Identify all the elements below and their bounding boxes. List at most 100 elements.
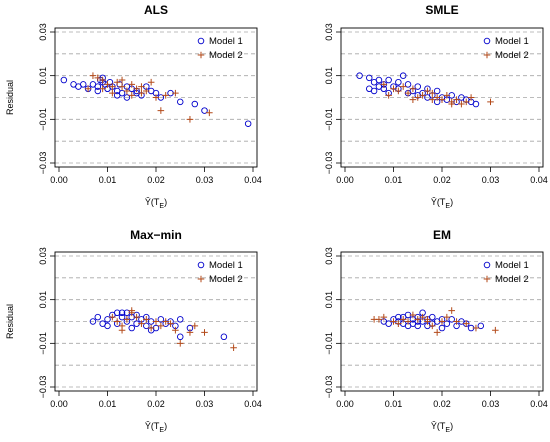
legend-plus-icon <box>483 51 491 59</box>
y-tick-label: −0.01 <box>38 332 48 355</box>
model-2-point <box>443 313 451 321</box>
x-tick-label: 0.02 <box>147 175 165 185</box>
model-1-point <box>60 76 68 84</box>
model-2-point <box>113 318 121 325</box>
model-1-point <box>370 87 378 95</box>
x-axis-label: Ŷ(TE) <box>145 197 167 210</box>
y-tick-label: 0.03 <box>38 247 48 265</box>
model-2-point <box>138 89 145 97</box>
model-2-point <box>472 324 480 332</box>
model-1-point <box>438 324 446 332</box>
model-2-point <box>395 320 402 327</box>
model-2-point <box>453 96 460 103</box>
model-2-point <box>104 81 111 88</box>
legend-plus-icon <box>483 275 491 283</box>
y-axis-label: Residual <box>5 80 15 115</box>
model-2-point <box>99 76 106 84</box>
model-2-point <box>414 94 422 101</box>
model-2-point <box>147 78 155 86</box>
y-tick-label: −0.01 <box>324 108 334 131</box>
model-2-point <box>138 83 145 90</box>
model-2-point <box>433 329 441 336</box>
x-tick-label: 0.03 <box>482 399 500 409</box>
legend-label: Model 2 <box>495 274 529 285</box>
model-2-point <box>230 344 237 351</box>
model-2-point <box>118 326 126 334</box>
panel-1: SMLE 0.00 0.01 0.02 0.03 0.04 −0.03 −0.01 0.01 0.… <box>324 3 548 210</box>
model-2-point <box>167 320 174 327</box>
model-2-point <box>390 85 397 93</box>
model-2-point <box>143 316 150 323</box>
x-tick-label: 0.04 <box>244 175 262 185</box>
model-1-point <box>113 309 121 317</box>
model-1-point <box>201 107 208 114</box>
x-tick-label: 0.03 <box>196 399 214 409</box>
model-1-point <box>366 74 373 82</box>
model-2-point <box>448 307 455 314</box>
model-2-point <box>448 100 455 108</box>
model-1-point <box>404 81 412 88</box>
model-1-point <box>104 316 111 323</box>
x-tick-label: 0.02 <box>433 175 451 185</box>
model-2-point <box>409 85 417 93</box>
model-1-point <box>176 98 184 106</box>
model-2-point <box>123 87 131 95</box>
legend-label: Model 2 <box>495 50 529 61</box>
model-2-point <box>385 92 392 99</box>
model-1-point <box>443 320 451 327</box>
model-2-point <box>419 92 426 99</box>
model-2-point <box>399 83 407 90</box>
model-2-point <box>152 318 160 325</box>
model-1-point <box>128 324 135 332</box>
model-2-point <box>433 94 441 101</box>
model-2-point <box>399 316 407 323</box>
model-1-point <box>94 87 102 95</box>
model-2-point <box>424 87 431 95</box>
model-2-point <box>99 85 106 93</box>
model-1-point <box>176 333 184 341</box>
model-2-point <box>492 326 499 334</box>
model-2-point <box>487 98 494 106</box>
x-axis-label: Ŷ(TE) <box>431 421 453 434</box>
x-tick-label: 0.00 <box>50 175 68 185</box>
y-tick-label: −0.01 <box>324 332 334 355</box>
legend-plus-icon <box>197 275 205 283</box>
model-2-point <box>462 98 470 106</box>
y-axis-label: Residual <box>5 304 15 339</box>
model-2-point <box>152 94 160 101</box>
y-tick-label: −0.03 <box>38 376 48 399</box>
model-1-point <box>395 78 402 86</box>
model-2-point <box>380 313 388 321</box>
model-2-point <box>133 313 140 321</box>
model-1-point <box>143 322 150 330</box>
x-tick-label: 0.04 <box>244 399 262 409</box>
model-2-point <box>123 316 131 323</box>
model-1-point <box>191 100 199 108</box>
x-tick-label: 0.04 <box>530 399 548 409</box>
x-tick-label: 0.04 <box>530 175 548 185</box>
model-2-point <box>89 72 97 79</box>
model-1-point <box>414 83 422 90</box>
x-tick-label: 0.01 <box>385 175 403 185</box>
model-2-point <box>424 316 431 323</box>
model-2-point <box>147 324 155 332</box>
model-2-point <box>429 96 436 103</box>
legend-circle-icon <box>483 37 491 45</box>
model-2-point <box>94 74 102 82</box>
model-2-point <box>172 326 179 334</box>
model-1-point <box>113 92 121 99</box>
model-2-point <box>462 320 470 327</box>
panel-2: Max−min 0.00 0.01 0.02 0.03 0.04 −0.03 −0.01 0.0… <box>5 228 262 434</box>
model-1-point <box>375 76 383 84</box>
model-1-point <box>448 316 455 323</box>
model-1-point <box>79 81 87 88</box>
model-2-point <box>109 89 116 97</box>
model-2-point <box>419 313 426 321</box>
y-tick-label: 0.03 <box>324 247 334 265</box>
model-1-point <box>94 313 102 321</box>
model-2-point <box>201 329 208 336</box>
model-1-point <box>244 120 252 127</box>
model-1-point <box>385 76 392 84</box>
model-2-point <box>375 316 383 323</box>
model-1-point <box>118 309 126 317</box>
